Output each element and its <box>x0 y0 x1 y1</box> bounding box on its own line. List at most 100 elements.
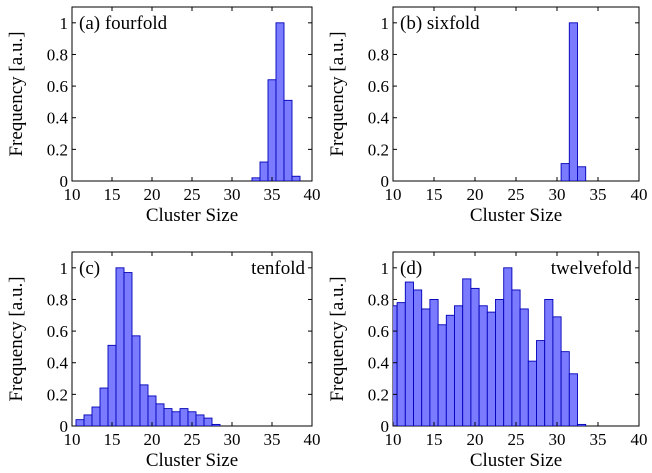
chart-panel-4: 10 15 20 25 30 35 40 0 0.2 0.4 0.6 0.8 1 Cluster Size… <box>327 251 648 471</box>
bar <box>511 289 521 426</box>
y-tick-label: 0.8 <box>47 290 68 309</box>
y-tick-label: 0 <box>381 417 390 436</box>
y-tick-label: 0.4 <box>368 109 390 128</box>
bar <box>267 79 277 181</box>
bar <box>552 316 562 426</box>
x-axis-label: Cluster Size <box>470 450 562 471</box>
x-tick-label: 35 <box>264 185 281 204</box>
panel-title: (b) sixfold <box>400 13 480 34</box>
bar <box>486 311 496 426</box>
x-axis-label: Cluster Size <box>146 205 238 226</box>
bar <box>396 302 406 426</box>
x-tick-label: 40 <box>304 430 321 449</box>
bar <box>462 278 472 426</box>
bar <box>519 308 529 426</box>
bar <box>171 411 181 426</box>
x-tick-label: 40 <box>631 430 648 449</box>
y-tick-label: 0 <box>381 172 390 191</box>
bar <box>413 289 423 426</box>
bar <box>454 305 464 426</box>
bar <box>393 305 398 426</box>
y-axis-label: Frequency [a.u.] <box>327 276 348 401</box>
bar <box>195 414 205 426</box>
bar <box>283 99 293 181</box>
x-tick-label: 20 <box>144 430 161 449</box>
y-tick-label: 0 <box>60 172 69 191</box>
bar <box>131 335 141 426</box>
bar <box>560 163 570 181</box>
bar <box>291 175 301 181</box>
x-tick-label: 30 <box>549 430 566 449</box>
x-tick-label: 35 <box>264 430 281 449</box>
y-tick-label: 1 <box>381 259 390 278</box>
y-tick-label: 1 <box>60 14 69 33</box>
x-tick-label: 20 <box>467 430 484 449</box>
x-tick-label: 30 <box>549 185 566 204</box>
chart-panel-3: 10 15 20 25 30 35 40 0 0.2 0.4 0.6 0.8 1 Cluster Size… <box>6 251 321 471</box>
bar <box>495 299 505 426</box>
y-tick-label: 0.8 <box>368 45 389 64</box>
bar <box>568 22 578 181</box>
y-tick-label: 0.6 <box>368 322 389 341</box>
bar <box>75 419 85 426</box>
x-tick-label: 40 <box>631 185 648 204</box>
bar <box>478 305 488 426</box>
x-tick-label: 15 <box>426 430 443 449</box>
bar <box>536 340 546 426</box>
bar-series <box>251 22 301 181</box>
bar <box>179 408 189 426</box>
x-tick-label: 15 <box>104 185 121 204</box>
bar <box>107 344 117 426</box>
bar <box>251 177 261 181</box>
y-tick-label: 0.6 <box>47 77 68 96</box>
panel-title: twelvefold <box>551 258 633 279</box>
x-tick-label: 25 <box>508 430 525 449</box>
bar-series <box>560 22 587 181</box>
bar <box>147 395 157 426</box>
bar <box>577 166 587 181</box>
bar <box>203 417 213 426</box>
x-axis-label: Cluster Size <box>470 205 562 226</box>
y-tick-label: 0 <box>60 417 69 436</box>
y-tick-label: 0.8 <box>47 45 68 64</box>
x-tick-label: 35 <box>590 430 607 449</box>
bar <box>560 351 570 426</box>
y-tick-label: 0.6 <box>368 77 389 96</box>
y-tick-label: 0.2 <box>47 140 68 159</box>
y-axis-label: Frequency [a.u.] <box>6 31 27 156</box>
bar <box>123 272 133 426</box>
x-tick-label: 30 <box>224 430 241 449</box>
y-tick-label: 0.2 <box>368 385 389 404</box>
bar <box>577 423 587 426</box>
x-tick-label: 15 <box>104 430 121 449</box>
bar <box>83 414 93 426</box>
y-tick-label: 0.4 <box>368 354 390 373</box>
chart-panel-2: 10 15 20 25 30 35 40 0 0.2 0.4 0.6 0.8 1 Cluster Size… <box>327 6 648 226</box>
x-tick-label: 10 <box>385 430 402 449</box>
bar <box>568 373 578 426</box>
bar <box>91 406 101 426</box>
x-tick-label: 10 <box>64 430 81 449</box>
y-tick-label: 1 <box>381 14 390 33</box>
y-tick-label: 0.4 <box>47 109 69 128</box>
bar <box>544 299 554 426</box>
bar <box>470 287 480 426</box>
y-tick-label: 0.6 <box>47 322 68 341</box>
x-tick-label: 35 <box>590 185 607 204</box>
chart-panel-1: 10 15 20 25 30 35 40 0 0.2 0.4 0.6 0.8 1 Cluster Size… <box>6 6 321 226</box>
bar-series <box>75 267 221 426</box>
bar <box>429 299 439 426</box>
x-tick-label: 15 <box>426 185 443 204</box>
bar <box>404 281 414 426</box>
x-tick-label: 40 <box>304 185 321 204</box>
bar <box>445 314 455 426</box>
bar-series <box>393 267 587 426</box>
bar <box>259 161 269 181</box>
bar <box>99 387 109 426</box>
panel-title: (a) fourfold <box>79 13 168 34</box>
bar <box>139 384 149 426</box>
panel-title: tenfold <box>251 258 305 279</box>
bar <box>211 423 221 426</box>
panel-label: (d) <box>400 258 422 279</box>
y-axis-label: Frequency [a.u.] <box>327 31 348 156</box>
